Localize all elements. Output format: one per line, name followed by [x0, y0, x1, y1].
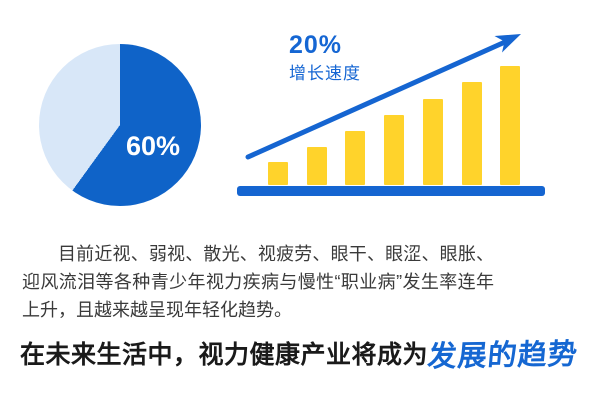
body-paragraph: 目前近视、弱视、散光、视疲劳、眼干、眼涩、眼胀、迎风流泪等各种青少年视力疾病与慢…: [22, 244, 494, 320]
growth-arrow-head: [494, 34, 521, 53]
bar-group: [237, 25, 559, 196]
bar: [500, 66, 521, 185]
growth-arrow-shaft: [245, 39, 508, 160]
bar: [345, 131, 366, 185]
bar: [422, 99, 443, 185]
headline-prefix-text: 在未来生活中，视力健康产业将成为: [20, 341, 429, 369]
growth-arrow-icon: [245, 34, 521, 160]
headline: 在未来生活中，视力健康产业将成为发展的趋势: [20, 332, 590, 374]
bar: [461, 82, 482, 185]
growth-bar-chart: [237, 25, 559, 196]
growth-percentage-text: 20%: [289, 31, 343, 59]
headline-highlight-text: 发展的趋势: [426, 338, 580, 374]
bar: [384, 115, 405, 185]
chart-baseline: [237, 186, 545, 196]
bar: [306, 147, 327, 185]
growth-annotation: 20% 增长速度: [289, 31, 361, 83]
pie-chart-percentage-label: 60%: [126, 131, 181, 161]
bar: [268, 162, 288, 185]
pie-chart: [39, 44, 201, 206]
growth-rate-label: 增长速度: [289, 64, 361, 83]
